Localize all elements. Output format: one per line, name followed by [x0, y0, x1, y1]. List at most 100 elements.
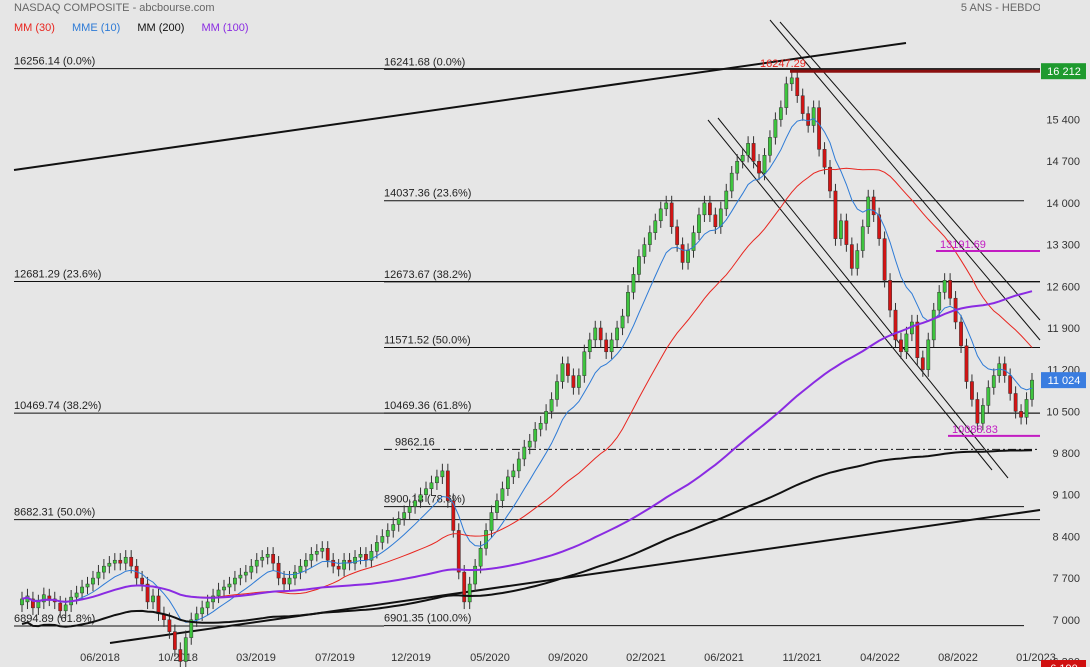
candle: [718, 208, 723, 227]
candle: [304, 559, 308, 567]
candle: [112, 559, 117, 564]
candle: [522, 446, 527, 460]
down-channel-3: [707, 119, 993, 471]
y-tick-label: 11 900: [1047, 323, 1080, 335]
fib-level-label: 12673.67 (38.2%): [384, 269, 471, 281]
candle: [385, 530, 390, 537]
candle: [151, 595, 155, 603]
annotation-10088: 10088.83: [952, 424, 998, 436]
candle: [102, 565, 106, 573]
candle: [238, 574, 243, 579]
candle: [899, 339, 903, 353]
candle: [440, 470, 445, 478]
y-tick-label: 7 700: [1052, 573, 1080, 585]
candle: [598, 327, 603, 341]
candle: [500, 488, 505, 501]
down-channel-1: [769, 19, 1041, 341]
legend-mm200[interactable]: MM (200): [137, 22, 185, 34]
candle: [877, 214, 882, 239]
annotation-high: 16247.29: [760, 58, 806, 70]
candle: [402, 512, 407, 519]
fib-level-label: 8682.31 (50.0%): [14, 507, 95, 519]
candle: [489, 512, 494, 531]
candle: [800, 95, 805, 114]
candle: [20, 598, 24, 606]
candle: [254, 559, 259, 567]
candle: [282, 577, 286, 585]
legend-mm30[interactable]: MM (30): [14, 22, 55, 34]
candle: [456, 530, 461, 573]
candle: [637, 256, 641, 275]
candle: [555, 381, 559, 400]
candle: [445, 470, 450, 501]
candle: [47, 595, 52, 600]
candle: [942, 280, 947, 293]
candle: [314, 551, 319, 555]
candle: [527, 440, 532, 448]
x-tick-label: 11/2021: [783, 652, 822, 664]
candle: [429, 482, 434, 490]
candle: [1024, 399, 1029, 418]
candle: [658, 208, 663, 222]
candle: [811, 107, 816, 126]
candle: [642, 244, 647, 257]
candle: [265, 554, 270, 558]
candle: [915, 321, 920, 358]
candle: [675, 226, 680, 245]
candle: [888, 280, 892, 311]
fib-level-label: 10469.36 (61.8%): [384, 400, 471, 412]
legend-mme10[interactable]: MME (10): [72, 22, 121, 34]
legend-mm100[interactable]: MM (100): [201, 22, 249, 34]
x-tick-label: 08/2022: [938, 652, 978, 664]
candle: [156, 595, 161, 615]
candle: [1013, 393, 1018, 412]
candle: [593, 327, 598, 341]
candle: [576, 375, 581, 388]
y-tick-label: 12 600: [1046, 281, 1080, 293]
fib-level-label: 12681.29 (23.6%): [14, 268, 101, 280]
candle: [407, 506, 412, 513]
price-tag: [1041, 372, 1086, 389]
x-tick-label: 06/2021: [704, 652, 744, 664]
fib-level-label: 14037.36 (23.6%): [384, 188, 471, 200]
candle: [435, 476, 439, 484]
candle: [473, 565, 478, 585]
candle: [713, 214, 718, 227]
candle: [860, 226, 865, 251]
y-axis-area: [1040, 0, 1090, 667]
candle: [762, 155, 767, 174]
candle: [789, 77, 794, 85]
candle: [222, 586, 226, 591]
candle: [986, 387, 991, 406]
candle: [424, 488, 428, 495]
candle: [495, 500, 499, 513]
candle: [735, 160, 740, 174]
candle: [211, 595, 215, 603]
candle: [664, 202, 669, 210]
y-tick-label: 14 700: [1046, 156, 1080, 168]
candle: [566, 363, 570, 376]
mme10-line: [21, 117, 1033, 623]
candle: [309, 554, 314, 561]
candle: [118, 559, 123, 564]
x-tick-label: 12/2019: [391, 652, 431, 664]
candle: [817, 107, 821, 150]
trendline-lower: [109, 509, 1041, 644]
candle: [582, 351, 587, 376]
x-tick-label: 03/2019: [236, 652, 276, 664]
candle: [511, 470, 516, 478]
price-tag: [1041, 660, 1086, 667]
candle: [58, 602, 63, 612]
mm200-line: [21, 449, 1033, 628]
candle: [702, 202, 707, 216]
trendline-upper: [13, 42, 907, 171]
candle: [129, 556, 134, 567]
candle: [63, 604, 68, 612]
candle: [615, 327, 619, 341]
candle: [1008, 375, 1013, 394]
fib-level-label: 11571.52 (50.0%): [384, 335, 471, 347]
candle: [364, 554, 368, 561]
candle: [795, 77, 800, 96]
